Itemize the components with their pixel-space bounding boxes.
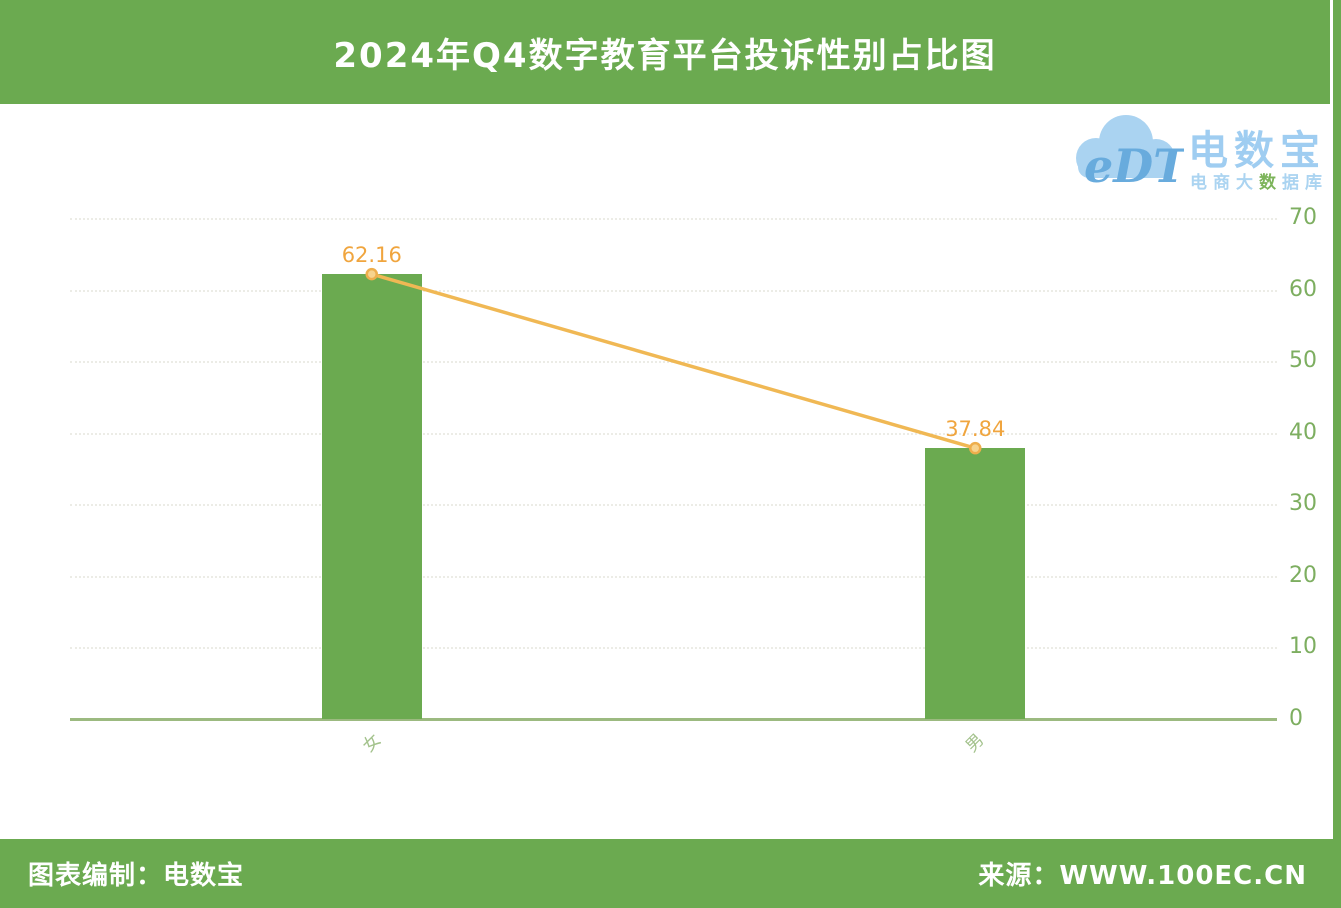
x-axis-category-label: 女 <box>358 730 385 757</box>
y-gridline <box>70 504 1277 507</box>
footer-banner: 图表编制：电数宝 来源：WWW.100EC.CN <box>0 839 1341 908</box>
svg-text:eDT: eDT <box>1084 139 1184 193</box>
logo-subtitle-right: 据库 <box>1282 173 1328 193</box>
cloud-logo-icon: eDT <box>1076 115 1184 193</box>
footer-source: 来源：WWW.100EC.CN <box>978 861 1307 891</box>
y-axis-tick-label: 30 <box>1289 491 1317 517</box>
y-gridline <box>70 289 1277 292</box>
header-banner: 2024年Q4数字教育平台投诉性别占比图 <box>0 0 1330 104</box>
y-gridline <box>70 361 1277 364</box>
logo-brand-text: 电数宝 <box>1188 128 1326 174</box>
bar-男 <box>925 448 1026 719</box>
y-gridline <box>70 432 1277 435</box>
x-axis-line <box>70 718 1277 721</box>
edt-logo: eDT 电数宝 电商大数据库 <box>1066 104 1334 200</box>
chart-title: 2024年Q4数字教育平台投诉性别占比图 <box>333 35 997 76</box>
footer-credit: 图表编制：电数宝 <box>28 861 245 891</box>
y-axis-tick-label: 0 <box>1289 706 1303 731</box>
y-gridline <box>70 218 1277 220</box>
y-axis-tick-label: 40 <box>1289 419 1317 445</box>
y-axis-tick-label: 60 <box>1289 276 1317 302</box>
data-label: 62.16 <box>341 243 402 268</box>
y-axis-tick-label: 50 <box>1289 348 1317 374</box>
logo-subtitle-left: 电商大 <box>1190 173 1259 193</box>
y-axis-tick-label: 10 <box>1289 634 1317 660</box>
bar-女 <box>321 274 422 719</box>
y-axis-tick-label: 70 <box>1289 205 1317 230</box>
y-gridline <box>70 575 1277 578</box>
right-edge-strip <box>1333 0 1341 908</box>
logo-subtitle-green-char: 数 <box>1259 173 1282 193</box>
y-axis-tick-label: 20 <box>1289 562 1317 588</box>
x-axis-category-label: 男 <box>962 730 989 757</box>
data-label: 37.84 <box>945 417 1006 442</box>
y-gridline <box>70 647 1277 650</box>
logo-subtitle: 电商大数据库 <box>1190 168 1328 193</box>
